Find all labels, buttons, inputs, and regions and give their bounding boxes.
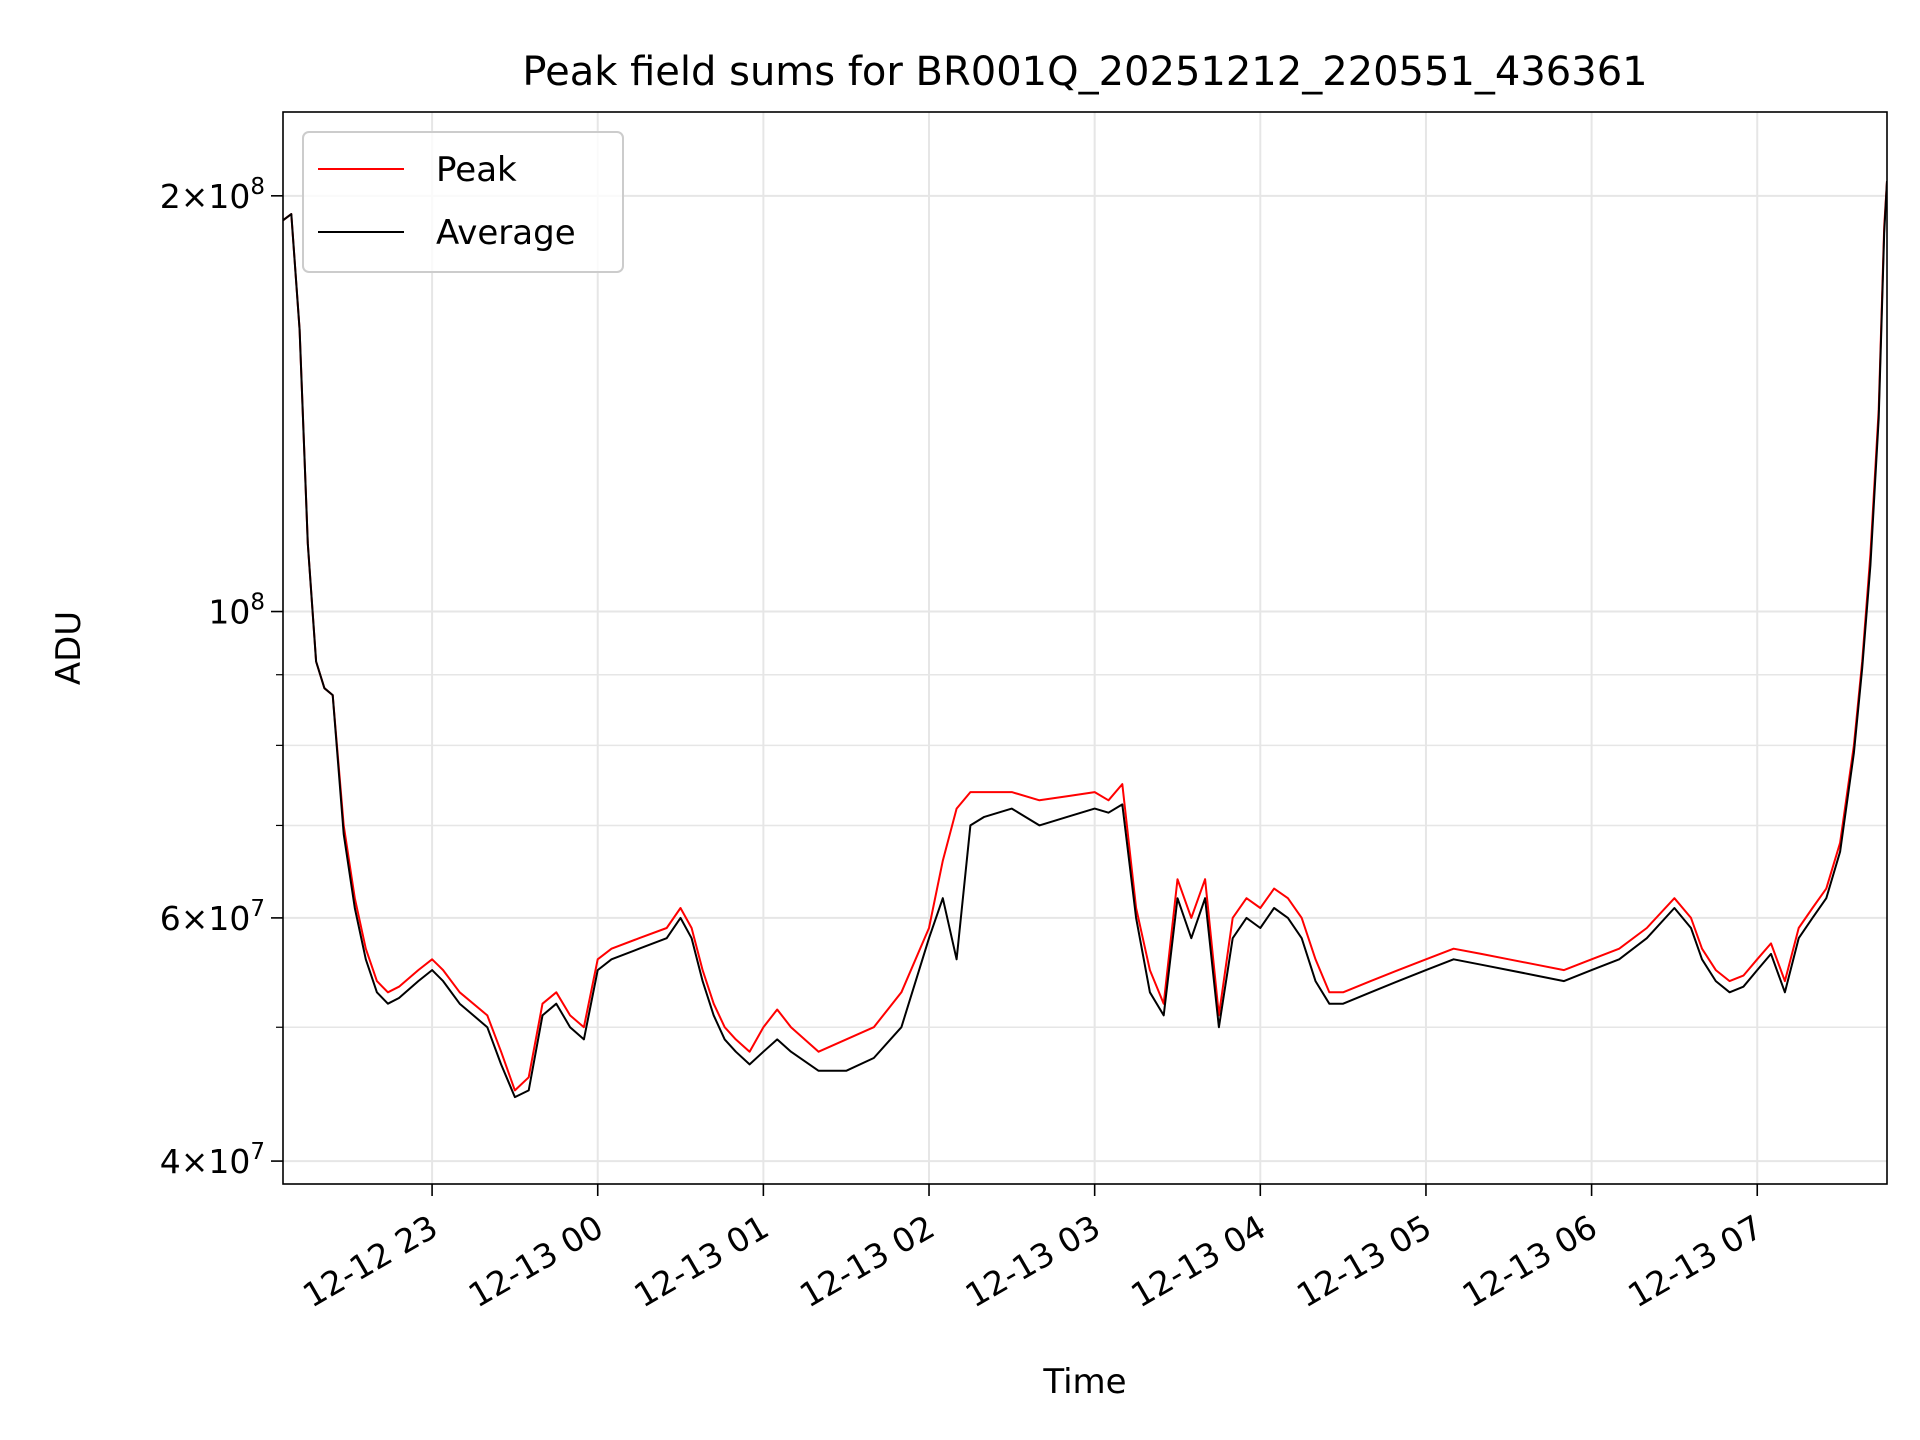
y-tick-label: 2×108 (160, 174, 265, 216)
series-line-average (283, 180, 1887, 1099)
x-axis-label: Time (1042, 1362, 1126, 1402)
series-line-peak (283, 180, 1887, 1092)
y-tick-label: 4×107 (160, 1139, 265, 1181)
series-layer (283, 180, 1887, 1099)
y-tick-label: 6×107 (160, 896, 265, 938)
plot-frame (282, 111, 1888, 1185)
y-tick-label: 108 (208, 590, 265, 632)
grid-lines (283, 112, 1887, 1184)
legend-box (302, 131, 624, 273)
legend-label-average: Average (436, 213, 576, 253)
legend-label-peak: Peak (436, 150, 517, 190)
y-axis-label: ADU (49, 611, 89, 685)
chart-title: Peak field sums for BR001Q_20251212_2205… (522, 49, 1647, 95)
legend: Peak Average (302, 131, 624, 273)
